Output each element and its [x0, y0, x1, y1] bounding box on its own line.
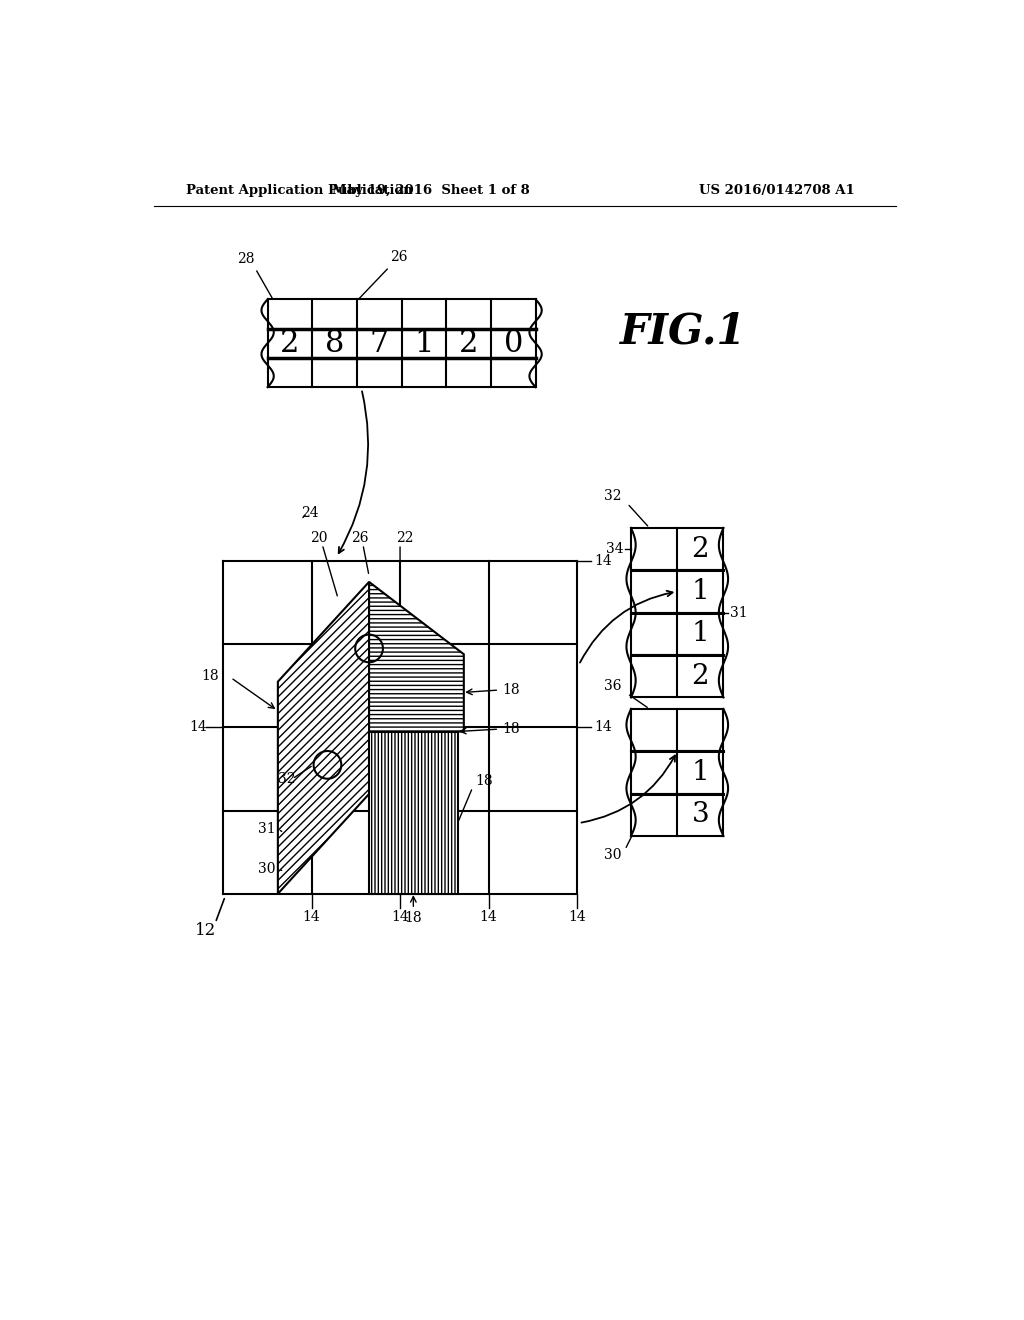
Text: 36: 36 — [604, 678, 622, 693]
Text: 22: 22 — [395, 531, 414, 545]
Text: 26: 26 — [351, 531, 369, 545]
Text: 32: 32 — [278, 772, 296, 785]
Text: 14: 14 — [189, 721, 207, 734]
Text: 31: 31 — [730, 606, 748, 619]
Text: 14: 14 — [303, 909, 321, 924]
Text: 14: 14 — [568, 909, 586, 924]
Text: May 19, 2016  Sheet 1 of 8: May 19, 2016 Sheet 1 of 8 — [332, 185, 529, 197]
Text: FIG.1: FIG.1 — [621, 310, 746, 352]
Text: 28: 28 — [238, 252, 255, 267]
Text: 14: 14 — [594, 721, 612, 734]
Text: 3: 3 — [691, 801, 710, 829]
Text: 8: 8 — [325, 327, 344, 359]
Text: 2: 2 — [691, 536, 710, 562]
Text: 18: 18 — [404, 911, 422, 925]
Text: 34: 34 — [606, 543, 624, 556]
Text: 18: 18 — [475, 775, 493, 788]
Text: 12: 12 — [196, 923, 217, 940]
Text: 14: 14 — [594, 554, 612, 568]
Text: 0: 0 — [504, 327, 523, 359]
Text: US 2016/0142708 A1: US 2016/0142708 A1 — [699, 185, 855, 197]
Text: 30: 30 — [258, 862, 276, 875]
Text: 18: 18 — [502, 722, 519, 737]
Text: 18: 18 — [502, 682, 519, 697]
Text: 2: 2 — [691, 663, 710, 690]
Text: Patent Application Publication: Patent Application Publication — [186, 185, 413, 197]
Polygon shape — [369, 731, 458, 894]
Text: 30: 30 — [604, 849, 622, 862]
Text: 14: 14 — [391, 909, 409, 924]
Text: 26: 26 — [390, 249, 408, 264]
Text: 1: 1 — [414, 327, 434, 359]
Text: 1: 1 — [691, 620, 710, 647]
Text: 31: 31 — [258, 822, 276, 836]
Text: 20: 20 — [310, 531, 328, 545]
Polygon shape — [369, 582, 464, 731]
Text: 32: 32 — [604, 488, 622, 503]
Text: 2: 2 — [459, 327, 478, 359]
Text: 18: 18 — [202, 669, 219, 682]
Text: 1: 1 — [691, 759, 710, 785]
Text: 24: 24 — [301, 507, 318, 520]
Text: 7: 7 — [370, 327, 389, 359]
Text: 1: 1 — [691, 578, 710, 605]
Text: 14: 14 — [479, 909, 498, 924]
Polygon shape — [278, 582, 369, 894]
Text: 2: 2 — [281, 327, 300, 359]
